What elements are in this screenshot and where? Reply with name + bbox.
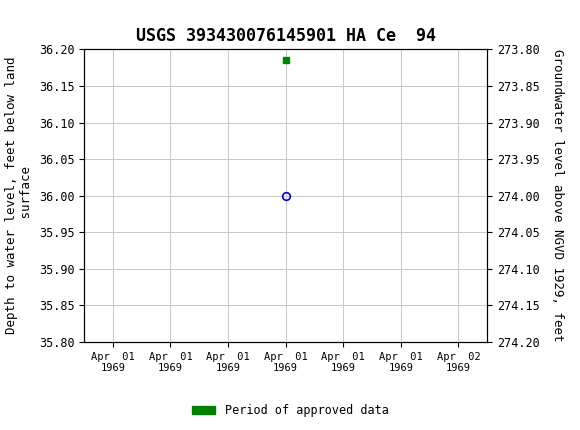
Legend: Period of approved data: Period of approved data <box>187 399 393 422</box>
Y-axis label: Groundwater level above NGVD 1929, feet: Groundwater level above NGVD 1929, feet <box>551 49 564 342</box>
Y-axis label: Depth to water level, feet below land
 surface: Depth to water level, feet below land su… <box>5 57 33 335</box>
Text: ≡USGS: ≡USGS <box>5 8 75 26</box>
Title: USGS 393430076145901 HA Ce  94: USGS 393430076145901 HA Ce 94 <box>136 27 436 45</box>
